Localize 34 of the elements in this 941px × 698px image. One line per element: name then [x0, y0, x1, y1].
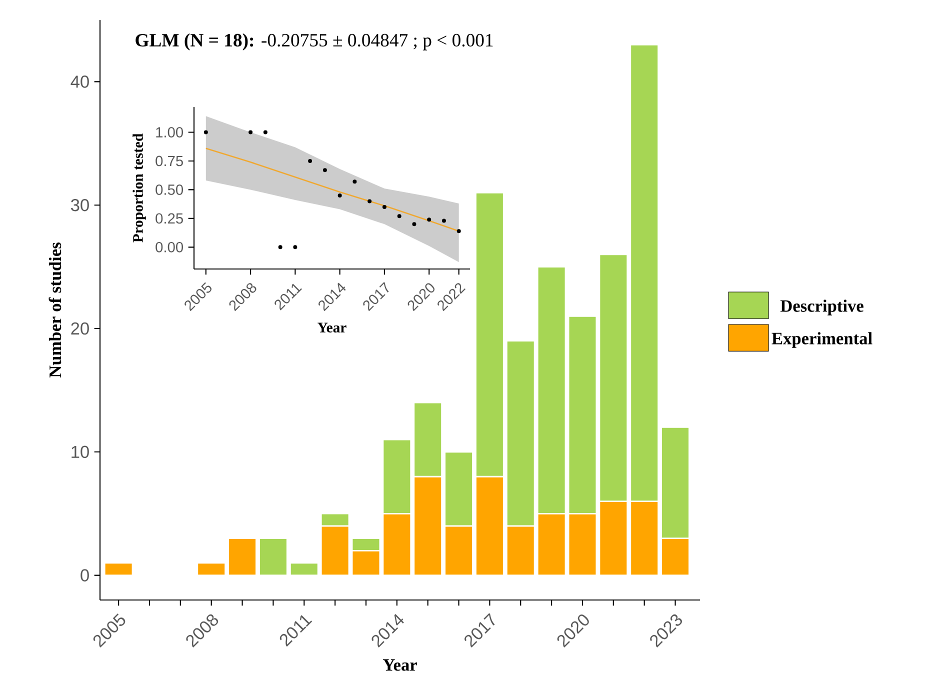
x-axis-title: Year [382, 659, 417, 671]
point [322, 168, 327, 172]
point [278, 245, 282, 250]
legend-label: Descriptive [780, 300, 864, 316]
y-tick-label: 0 [80, 569, 89, 582]
point [293, 245, 298, 250]
point [338, 193, 342, 198]
annotation: GLM (N = 18): -0.20755 ± 0.04847 ; p < 0.001 [136, 33, 493, 50]
y-tick-label: 1.00 [156, 127, 184, 138]
point [412, 222, 416, 226]
point [352, 180, 357, 184]
legend-label: Experimental [772, 332, 872, 348]
y-tick-label: 0.75 [156, 156, 183, 166]
y-axis-title: Number of studies [48, 242, 62, 378]
x-axis-title: Year [318, 322, 346, 332]
y-tick-label: 0.00 [156, 242, 184, 252]
y-tick-label: 20 [71, 322, 89, 335]
y-tick-label: 30 [71, 198, 89, 212]
y-tick-label: 0.25 [156, 213, 183, 224]
bar [104, 562, 134, 576]
y-tick-label: 40 [70, 76, 89, 88]
y-tick-label: 0.50 [156, 184, 184, 195]
point [263, 130, 268, 134]
point [397, 214, 402, 218]
point [442, 218, 446, 223]
y-tick-label: 10 [72, 446, 89, 458]
point [382, 204, 386, 209]
point [427, 218, 432, 222]
point [248, 130, 253, 134]
point [456, 229, 461, 234]
y-axis-title: Proportion tested [132, 134, 146, 242]
point [308, 158, 312, 163]
point [204, 130, 208, 134]
point [368, 199, 372, 204]
